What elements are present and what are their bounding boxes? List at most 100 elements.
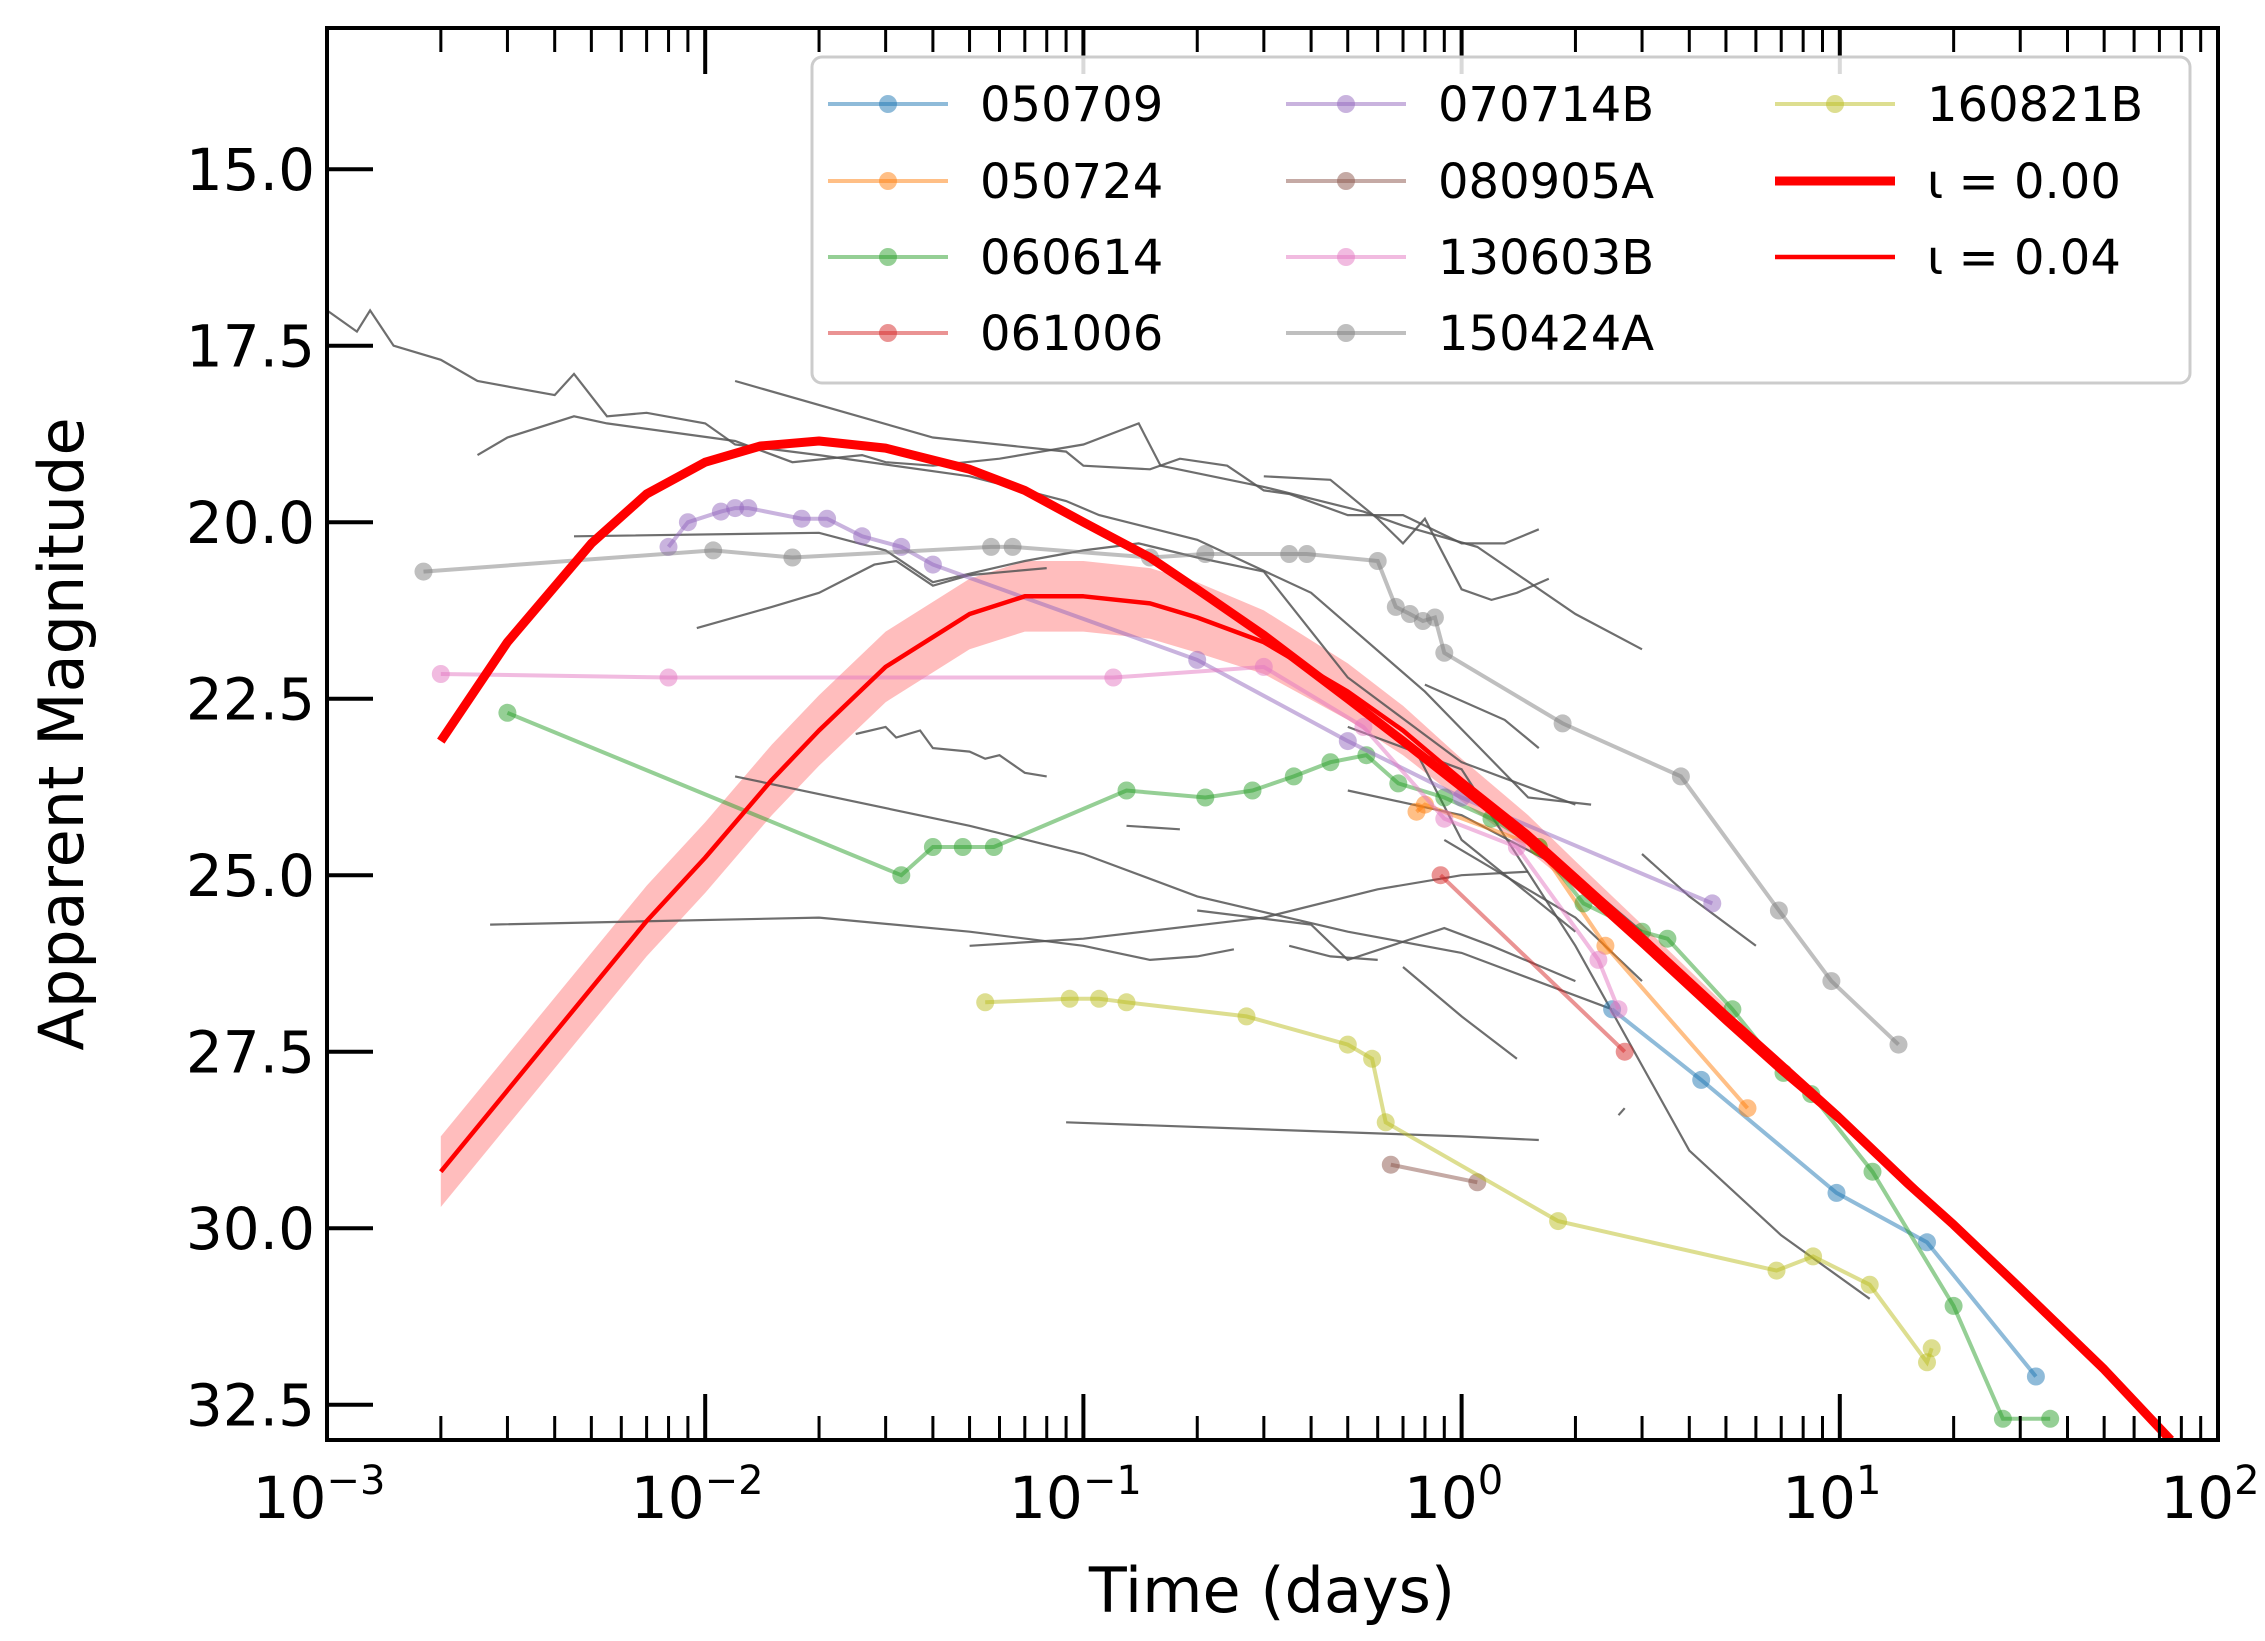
data-point-130603B-6 — [1435, 809, 1454, 828]
data-point-080905A-1 — [1381, 1155, 1400, 1174]
legend-item-8: 150424A — [1286, 306, 1654, 362]
x-tick-label-3: 10−1 — [1009, 1458, 1142, 1532]
data-point-150424A-18 — [1769, 901, 1788, 920]
data-point-130603B-4 — [1254, 657, 1273, 676]
data-point-060614-1 — [498, 703, 517, 722]
data-point-160821B-7 — [1363, 1049, 1382, 1068]
series-layer — [414, 499, 2060, 1428]
background-curve-8 — [734, 775, 1613, 1011]
data-point-150424A-3 — [783, 548, 802, 567]
legend-marker-5 — [1337, 95, 1355, 113]
y-tick-label-8: 32.5 — [186, 1372, 315, 1440]
background-curve-11 — [1197, 909, 1576, 983]
legend-label-10: ι = 0.00 — [1927, 154, 2121, 210]
background-curve-3 — [734, 379, 1540, 545]
data-point-050709-5 — [2026, 1367, 2045, 1386]
data-point-160821B-1 — [976, 993, 995, 1012]
data-point-070714B-10 — [923, 555, 942, 574]
legend-box — [810, 55, 2192, 385]
series-061006 — [1431, 866, 1634, 1061]
background-curve-14 — [1402, 966, 1518, 1060]
legend-marker-1 — [879, 95, 897, 113]
legend: 050709 050724 060614 061006 070714B 080905A 13… — [810, 55, 2192, 385]
legend-marker-6 — [1337, 172, 1355, 190]
legend-item-3: 060614 — [828, 230, 1163, 286]
series-line-061006 — [1439, 873, 1627, 1054]
data-point-060614-7 — [1196, 788, 1215, 807]
data-point-150424A-11 — [1386, 597, 1405, 616]
data-point-160821B-14 — [1922, 1339, 1941, 1358]
model-curve-11 — [439, 594, 2173, 1440]
background-curve-21 — [1424, 683, 1540, 749]
data-point-070714B-3 — [711, 502, 730, 521]
legend-marker-8 — [1337, 324, 1355, 342]
data-point-160821B-4 — [1117, 993, 1136, 1012]
background-curve-10 — [969, 870, 1529, 947]
legend-item-6: 080905A — [1286, 154, 1654, 210]
data-point-060614-23 — [1944, 1296, 1963, 1315]
data-point-050724-4 — [1596, 936, 1615, 955]
data-point-130603B-1 — [431, 665, 450, 683]
background-curve-5 — [573, 531, 1576, 806]
legend-label-3: 060614 — [980, 230, 1163, 286]
series-130603B — [431, 657, 1628, 1019]
data-point-160821B-9 — [1549, 1212, 1568, 1231]
data-point-060614-25 — [2041, 1409, 2060, 1428]
background-curve-7 — [855, 725, 1047, 778]
legend-item-10: ι = 0.00 — [1775, 154, 2121, 210]
data-point-150424A-15 — [1435, 643, 1454, 662]
data-point-070714B-2 — [678, 513, 697, 532]
data-point-150424A-5 — [1003, 537, 1022, 556]
data-point-150424A-9 — [1297, 545, 1316, 563]
plot-frame — [325, 26, 2220, 1442]
legend-item-1: 050709 — [828, 77, 1163, 133]
data-point-060614-24 — [1993, 1409, 2012, 1428]
legend-label-4: 061006 — [980, 306, 1163, 362]
legend-marker-9 — [1826, 95, 1844, 113]
data-point-060614-22 — [1863, 1162, 1882, 1181]
data-point-160821B-8 — [1376, 1113, 1395, 1132]
data-point-150424A-16 — [1553, 714, 1572, 733]
data-point-150424A-19 — [1822, 972, 1841, 991]
x-tick-label-6: 102 — [2160, 1458, 2259, 1532]
data-point-160821B-12 — [1860, 1275, 1879, 1294]
legend-item-7: 130603B — [1286, 230, 1654, 286]
data-point-060614-9 — [1284, 767, 1303, 786]
legend-marker-2 — [879, 172, 897, 190]
uncertainty-band — [440, 561, 1726, 1207]
data-point-070714B-6 — [792, 509, 811, 528]
legend-label-1: 050709 — [980, 77, 1163, 133]
data-point-061006-1 — [1431, 866, 1450, 885]
data-point-060614-18 — [1658, 929, 1677, 948]
legend-marker-7 — [1337, 248, 1355, 266]
x-axis-label: Time (days) — [1088, 1554, 1455, 1627]
legend-label-11: ι = 0.04 — [1927, 230, 2121, 286]
series-060614 — [498, 703, 2060, 1428]
series-050709 — [1603, 1000, 2045, 1386]
data-point-130603B-3 — [1104, 668, 1123, 687]
data-point-050709-3 — [1827, 1183, 1846, 1202]
series-line-080905A — [1390, 1162, 1478, 1185]
x-tick-label-2: 10−2 — [631, 1458, 764, 1532]
data-point-130603B-8 — [1589, 950, 1608, 969]
legend-item-2: 050724 — [828, 154, 1163, 210]
uncertainty-band-layer — [440, 561, 1726, 1207]
background-curve-4 — [1263, 475, 1550, 602]
background-curve-19 — [1413, 747, 1577, 933]
legend-label-5: 070714B — [1438, 77, 1654, 133]
background-curve-2 — [476, 415, 1643, 651]
legend-label-6: 080905A — [1438, 154, 1654, 210]
data-point-060614-4 — [953, 838, 972, 856]
data-point-160821B-3 — [1090, 989, 1109, 1008]
x-tick-label-1: 10−3 — [253, 1458, 386, 1532]
data-point-050724-5 — [1738, 1099, 1757, 1118]
data-point-150424A-4 — [982, 537, 1001, 556]
series-line-050709 — [1610, 1007, 2038, 1378]
y-tick-label-2: 17.5 — [186, 313, 315, 381]
data-point-060614-12 — [1389, 774, 1408, 793]
data-point-130603B-9 — [1609, 1000, 1628, 1019]
background-curve-12 — [1288, 944, 1378, 961]
data-point-150424A-20 — [1889, 1035, 1908, 1054]
background-curve-20 — [1126, 824, 1180, 831]
data-point-070714B-5 — [739, 499, 758, 518]
